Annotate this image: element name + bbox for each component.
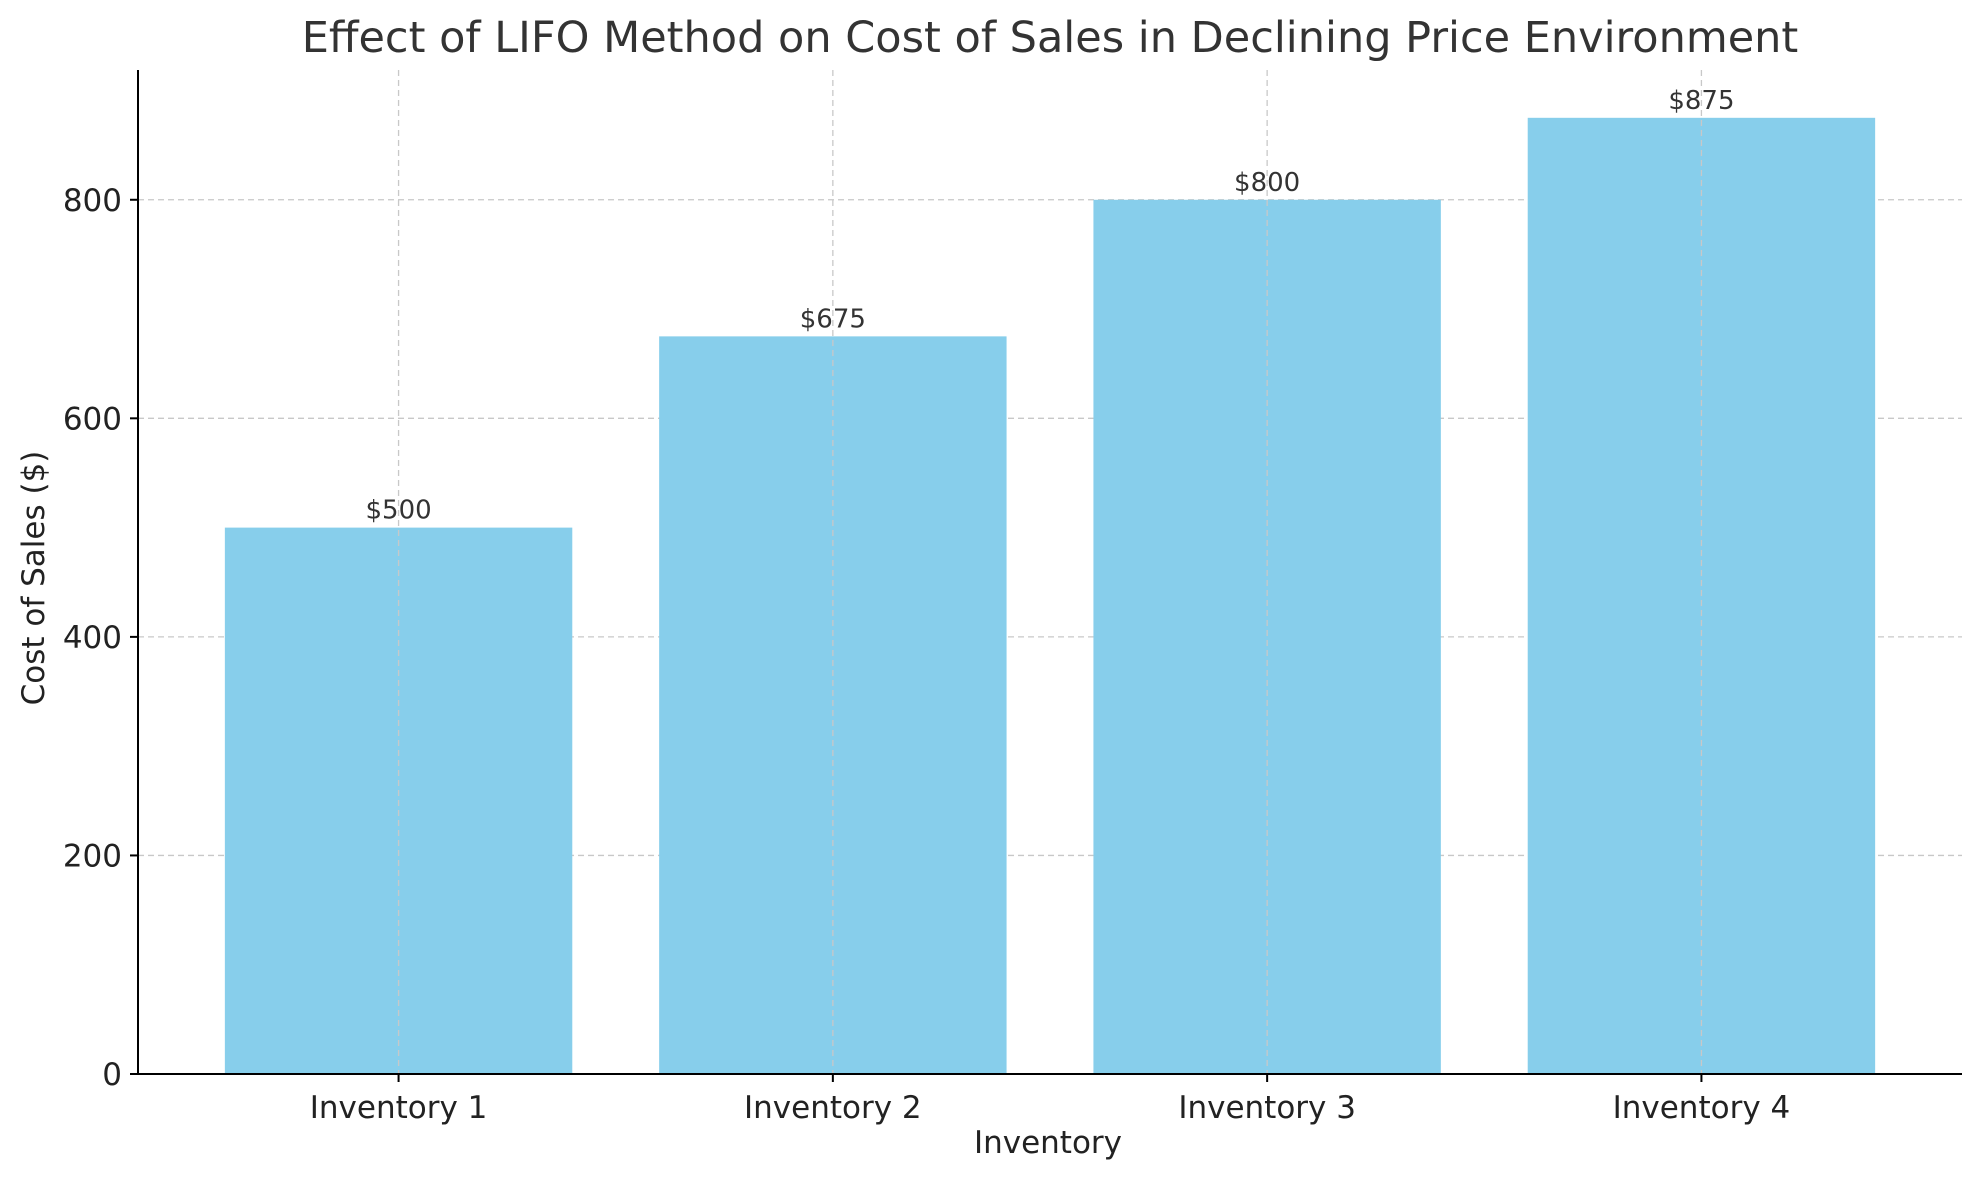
x-tick-label: Inventory 1 <box>310 1090 488 1126</box>
data-label: $875 <box>1668 86 1734 116</box>
vertical-grid-layer <box>397 70 1703 1074</box>
data-label: $500 <box>365 496 431 526</box>
y-tick-label: 400 <box>63 620 122 656</box>
x-tick-label: Inventory 3 <box>1178 1090 1356 1126</box>
ticks-layer: 0 200 400 600 800 Inventory 1 Inventory 2 Inven… <box>63 183 1790 1126</box>
chart-title: Effect of LIFO Method on Cost of Sales i… <box>302 13 1799 63</box>
bars-layer <box>224 117 1876 1075</box>
y-axis-label: Cost of Sales ($) <box>16 451 52 706</box>
y-tick-label: 0 <box>102 1057 122 1093</box>
x-tick-label: Inventory 4 <box>1613 1090 1791 1126</box>
y-tick-label: 600 <box>63 401 122 437</box>
data-label: $800 <box>1234 168 1300 198</box>
data-labels-layer: $500 $675 $800 $875 <box>365 86 1734 526</box>
y-tick-label: 800 <box>63 183 122 219</box>
axes-layer <box>137 70 1962 1075</box>
x-axis-label: Inventory <box>974 1125 1122 1161</box>
y-tick-label: 200 <box>63 838 122 874</box>
x-tick-label: Inventory 2 <box>744 1090 922 1126</box>
data-label: $675 <box>800 304 866 334</box>
